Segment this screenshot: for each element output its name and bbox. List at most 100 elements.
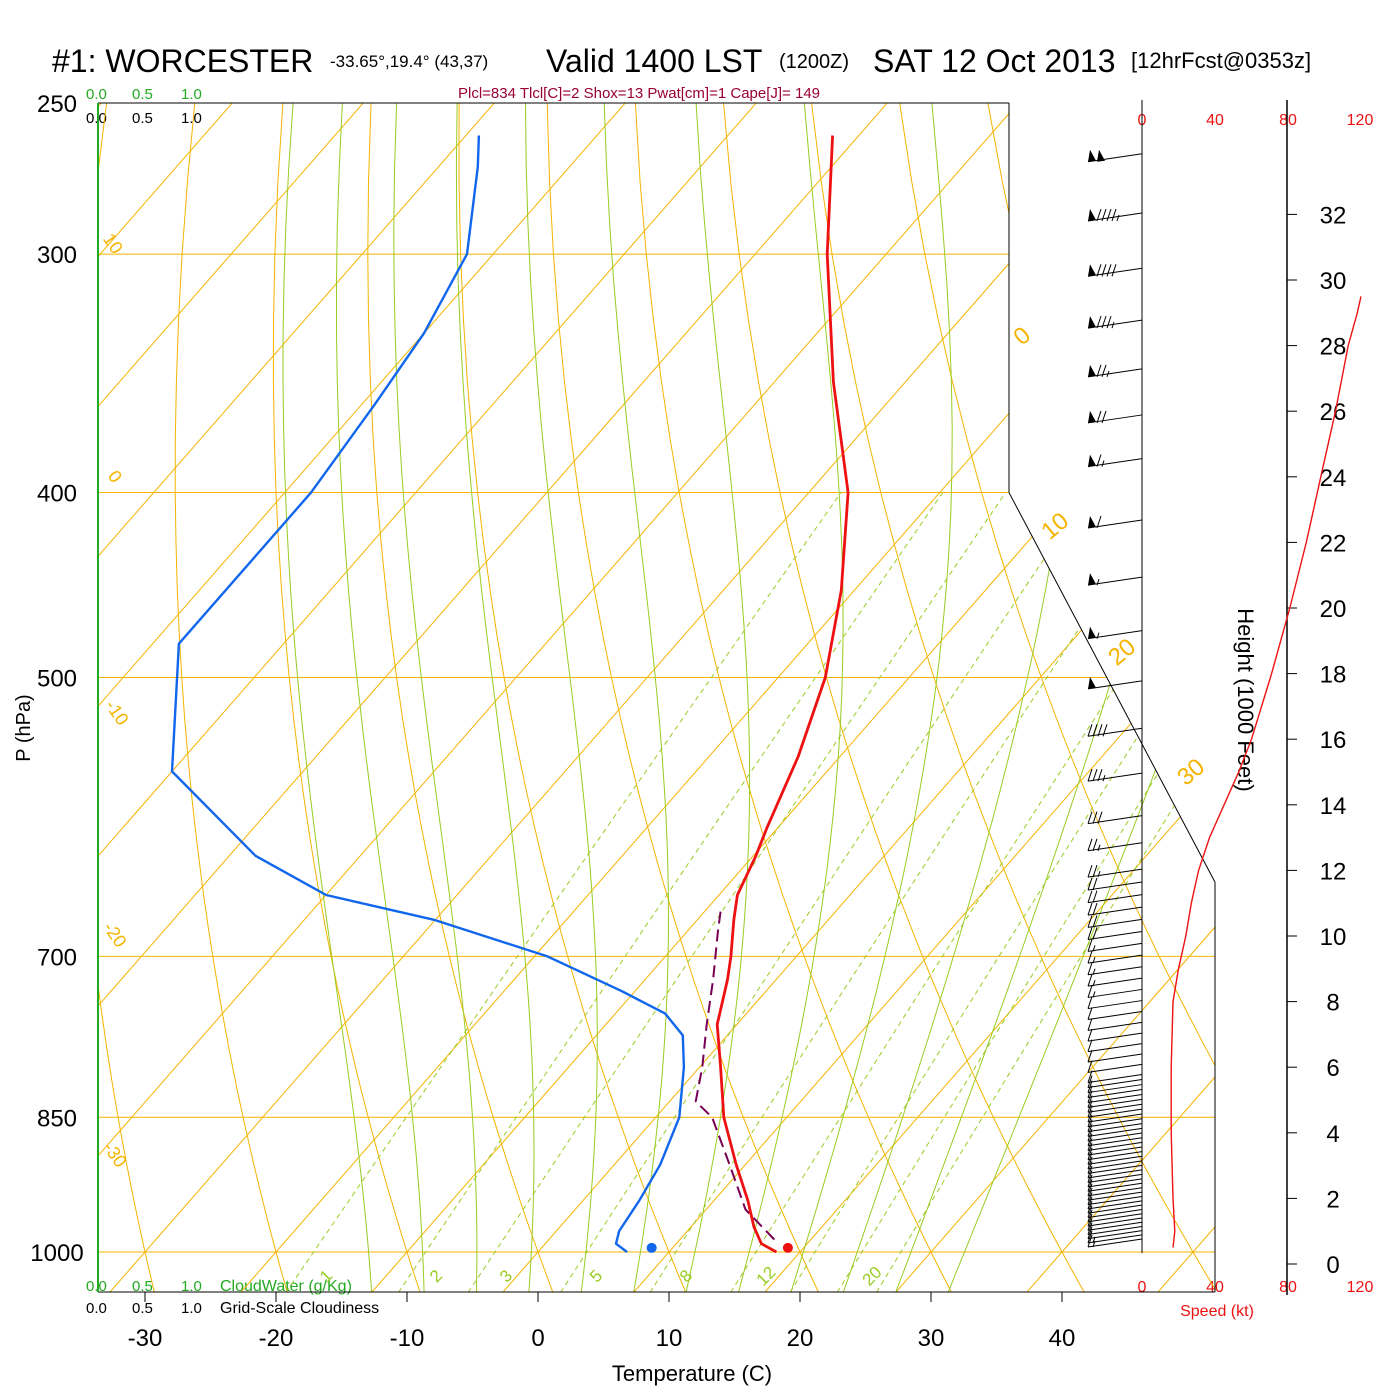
cloud-scale-bottom-black-0: 0.0	[86, 1300, 107, 1317]
wind-barb-staff	[1087, 1204, 1143, 1214]
wind-barb-staff	[1087, 1043, 1143, 1053]
speed-tick-bottom-80: 80	[1279, 1279, 1297, 1296]
mixing-ratio-line	[649, 492, 1170, 1292]
valid-date: SAT 12 Oct 2013	[873, 43, 1116, 79]
wind-barb-staff	[1087, 1208, 1143, 1218]
wind-barb-flag	[1102, 724, 1108, 737]
wind-barb-staff	[1087, 1146, 1143, 1156]
wind-barb-half-flag	[1097, 870, 1101, 878]
wind-barb-pennant	[1088, 209, 1096, 222]
isotherm-label-left: -10	[101, 696, 132, 729]
isotherm-line	[633, 103, 1215, 1292]
wind-barb-flag	[1092, 915, 1098, 928]
wind-barb-staff	[1087, 988, 1143, 998]
wind-speed-series-line	[1170, 296, 1362, 1248]
mixing-ratio-line	[730, 492, 1215, 1292]
wind-barb-staff	[1087, 815, 1143, 825]
wind-barb-staff	[1087, 842, 1143, 852]
wind-barb-staff	[1087, 930, 1143, 940]
wind-barb-flag	[1087, 915, 1093, 928]
pressure-tick-300: 300	[37, 242, 77, 269]
moist-adiabat-line	[525, 103, 598, 1292]
wind-barb-staff	[1087, 153, 1143, 163]
wind-barb-flag	[1087, 1018, 1093, 1031]
wind-barb-pennant	[1097, 149, 1105, 162]
dry-adiabat-line	[899, 103, 1215, 1292]
height-tick-18: 18	[1320, 662, 1347, 689]
wind-barb-flag	[1087, 1234, 1093, 1248]
wind-barb-half-flag	[1092, 991, 1096, 998]
wind-barb-half-flag	[1092, 956, 1096, 964]
moist-adiabat-line	[455, 103, 535, 1292]
wind-barb-flag	[1087, 1201, 1093, 1214]
wind-barb-pennant	[1088, 410, 1096, 423]
dry-adiabat-line	[174, 103, 288, 1292]
wind-barb-staff	[1087, 1011, 1143, 1021]
mixing-ratio-label: 3	[496, 1266, 516, 1286]
wind-barb-flag	[1087, 1187, 1093, 1201]
wind-barb-flag	[1096, 515, 1102, 529]
speed-tick-top-120: 120	[1347, 112, 1374, 129]
wind-barb-flag	[1087, 1205, 1093, 1218]
height-tick-22: 22	[1320, 530, 1347, 557]
wind-barb-flag	[1087, 811, 1093, 824]
wind-barb-pennant	[1088, 264, 1096, 277]
cloud-scale-top-black-2: 1.0	[181, 110, 202, 127]
wind-barb-flag	[1087, 1183, 1093, 1196]
isotherm-line	[764, 103, 1215, 1292]
wind-barb-flag	[1087, 877, 1093, 891]
wind-barb-pennant	[1088, 364, 1096, 377]
cloud-scale-top-green-2: 1.0	[181, 86, 202, 103]
mixing-ratio-line	[789, 492, 1215, 1292]
wind-barb-flag	[1092, 768, 1098, 782]
dry-adiabat-line	[458, 103, 687, 1292]
wind-barb-staff	[1087, 1155, 1143, 1165]
wind-barb-flag	[1087, 902, 1093, 916]
wind-barb-flag	[1092, 927, 1098, 940]
height-tick-10: 10	[1320, 924, 1347, 951]
wind-barb-pennant	[1088, 149, 1096, 162]
temp-tick--30: -30	[128, 1325, 163, 1352]
isotherm-label-right: 10	[1036, 507, 1074, 545]
height-tick-8: 8	[1326, 990, 1339, 1017]
wind-barb-pennant	[1088, 316, 1096, 329]
wind-barb-flag	[1087, 1179, 1093, 1192]
dry-adiabat-line	[811, 103, 1215, 1292]
height-tick-12: 12	[1320, 858, 1347, 885]
isotherm-line	[98, 103, 787, 1292]
cloud-scales: 0.0 0.5 1.0 0.0 0.5 1.0 0.0 0.5 1.0 Clou…	[86, 86, 379, 1317]
isotherm-label-right: 0	[1008, 322, 1036, 351]
wind-barb-flag	[1087, 1039, 1093, 1052]
temp-tick-40: 40	[1049, 1325, 1076, 1352]
wind-barb-flag	[1087, 724, 1093, 737]
wind-barb-flag	[1087, 1049, 1093, 1063]
wind-barb-flag	[1101, 410, 1107, 424]
wind-barb-flag	[1097, 768, 1103, 782]
isotherm-label-right: 30	[1172, 753, 1210, 791]
cloud-scale-bottom-green-0: 0.0	[86, 1278, 107, 1295]
wind-barb-flag	[1087, 1222, 1093, 1235]
isotherm-label-left: 0	[104, 467, 126, 487]
moist-adiabat-line	[393, 103, 478, 1292]
wind-barb-staff	[1087, 1213, 1143, 1223]
mixing-ratio-line	[398, 492, 944, 1292]
wind-barb-flag	[1087, 1070, 1093, 1083]
wind-barb-flag	[1106, 264, 1112, 277]
wind-barb-staff	[1087, 1132, 1143, 1142]
wind-barb-flag	[1087, 927, 1093, 940]
wind-barb-half-flag	[1111, 321, 1115, 329]
wind-barb-staff	[1087, 1173, 1143, 1183]
wind-barb-pennant	[1088, 454, 1096, 467]
height-tick-4: 4	[1326, 1121, 1339, 1148]
isotherm-line	[502, 103, 1215, 1292]
wind-barb-flag	[1096, 208, 1102, 222]
wind-barb-staff	[1087, 1182, 1143, 1192]
pressure-tick-850: 850	[37, 1105, 77, 1132]
cloud-scale-bottom-black-1: 0.5	[132, 1300, 153, 1317]
isotherm-label-left: -30	[99, 1138, 130, 1171]
wind-barb-staff	[1087, 1103, 1143, 1113]
wind-barb-flag	[1087, 1028, 1093, 1042]
speed-tick-top-80: 80	[1279, 112, 1297, 129]
moist-adiabat-line	[947, 103, 1215, 1292]
wind-barb-flag	[1101, 264, 1107, 277]
